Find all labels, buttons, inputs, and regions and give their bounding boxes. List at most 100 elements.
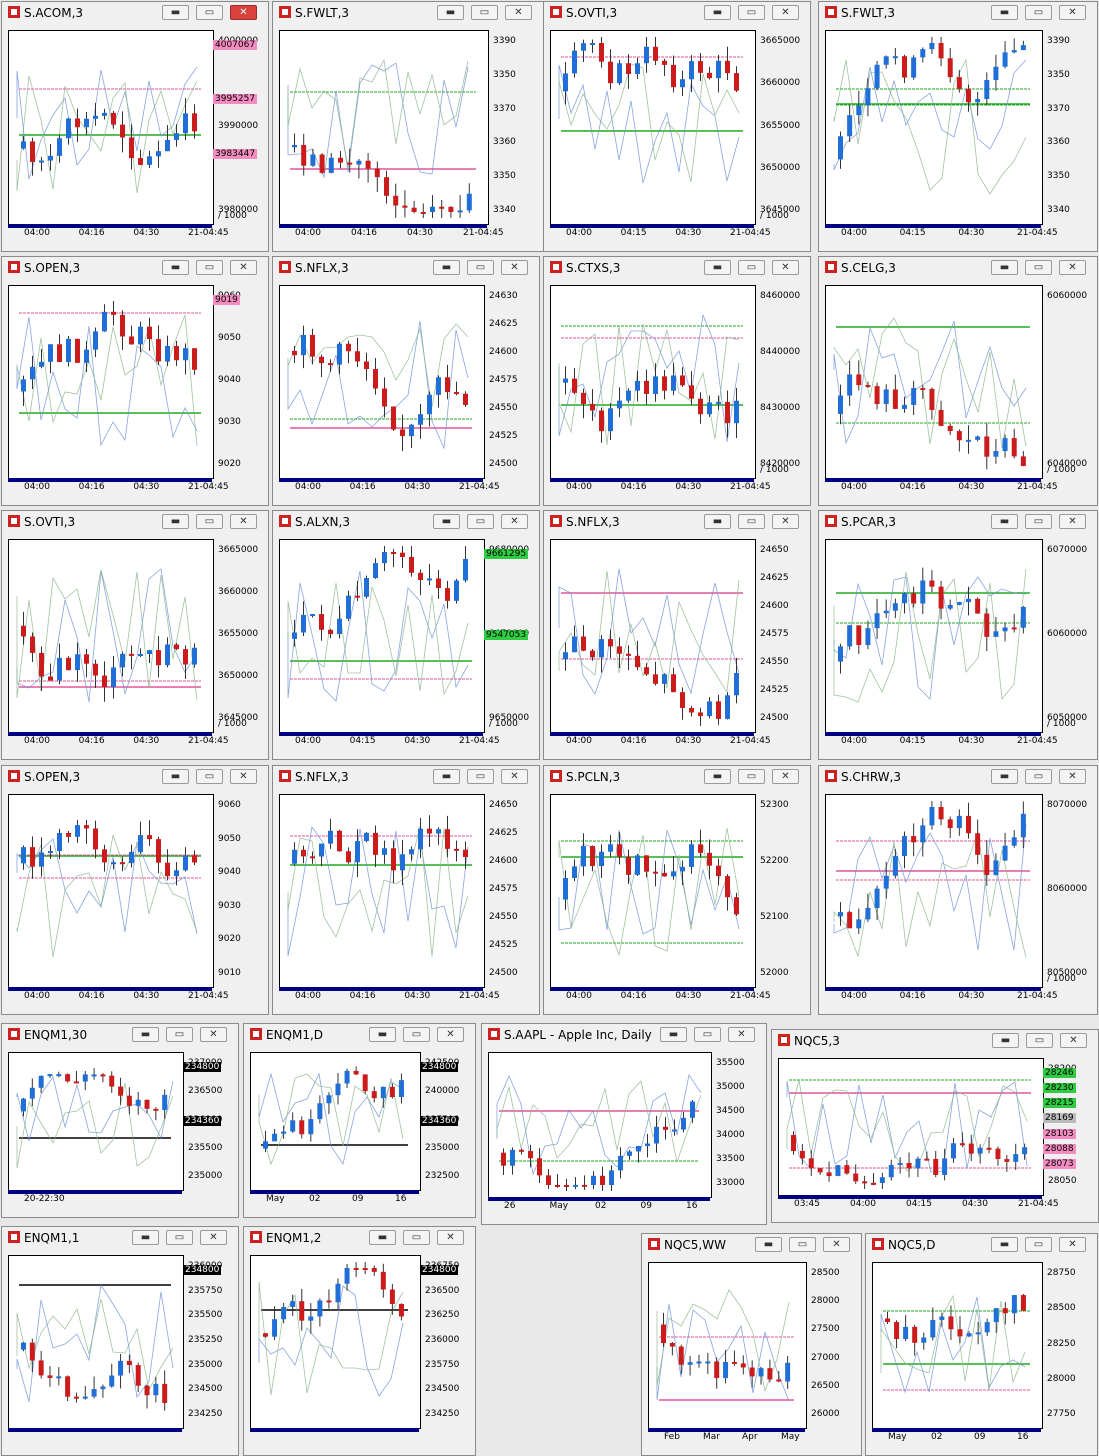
close-button[interactable]: ✕ (230, 5, 257, 20)
title-bar[interactable]: NQC5,3 ▬ ▭ ✕ (772, 1030, 1098, 1052)
maximize-button[interactable]: ▭ (694, 1027, 721, 1042)
chart-window[interactable]: S.FWLT,3 ▬ ▭ ✕ 3390 3350 3370 3360 3350 3340 04:00… (272, 1, 544, 252)
maximize-button[interactable]: ▭ (196, 514, 223, 529)
chart-plot-area[interactable] (8, 1052, 184, 1191)
chart-plot-area[interactable] (279, 285, 485, 479)
close-button[interactable]: ✕ (1059, 514, 1086, 529)
chart-plot-area[interactable] (250, 1255, 421, 1429)
chart-plot-area[interactable] (8, 794, 214, 988)
chart-plot-area[interactable] (8, 539, 214, 733)
close-button[interactable]: ✕ (501, 769, 528, 784)
maximize-button[interactable]: ▭ (196, 769, 223, 784)
chart-window[interactable]: NQC5,WW ▬ ▭ ✕ 28500 28000 27500 27000 26500 26000… (641, 1233, 862, 1456)
minimize-button[interactable]: ▬ (132, 1027, 159, 1042)
minimize-button[interactable]: ▬ (162, 5, 189, 20)
minimize-button[interactable]: ▬ (704, 769, 731, 784)
maximize-button[interactable]: ▭ (738, 769, 765, 784)
minimize-button[interactable]: ▬ (660, 1027, 687, 1042)
title-bar[interactable]: ENQM1,30 ▬ ▭ ✕ (2, 1024, 238, 1046)
minimize-button[interactable]: ▬ (991, 260, 1018, 275)
chart-plot-area[interactable] (8, 285, 214, 479)
maximize-button[interactable]: ▭ (471, 5, 498, 20)
title-bar[interactable]: ENQM1,1 ▬ ▭ ✕ (2, 1227, 238, 1249)
title-bar[interactable]: S.PCAR,3 ▬ ▭ ✕ (819, 511, 1097, 533)
chart-plot-area[interactable] (250, 1052, 421, 1191)
close-button[interactable]: ✕ (437, 1230, 464, 1245)
title-bar[interactable]: S.CELG,3 ▬ ▭ ✕ (819, 257, 1097, 279)
maximize-button[interactable]: ▭ (196, 5, 223, 20)
minimize-button[interactable]: ▬ (437, 5, 464, 20)
chart-window[interactable]: ENQM1,D▬▭✕242500240000237500235000232500… (243, 1023, 476, 1218)
title-bar[interactable]: NQC5,D ▬ ▭ ✕ (866, 1234, 1097, 1256)
chart-plot-area[interactable] (279, 794, 485, 988)
chart-window[interactable]: S.ALXN,3▬▭✕96800009670000965000096612959… (272, 510, 540, 760)
close-button[interactable]: ✕ (1060, 1033, 1087, 1048)
chart-window[interactable]: S.ACOM,3▬▭✕40000003990000398000040070673… (1, 1, 269, 252)
title-bar[interactable]: S.NFLX,3 ▬ ▭ ✕ (544, 511, 810, 533)
chart-plot-area[interactable] (825, 539, 1043, 733)
chart-plot-area[interactable] (550, 539, 756, 733)
chart-window[interactable]: S.NFLX,3 ▬ ▭ ✕ 24650 24625 24600 24575 24550 2452… (543, 510, 811, 760)
maximize-button[interactable]: ▭ (166, 1027, 193, 1042)
title-bar[interactable]: S.FWLT,3 ▬ ▭ ✕ (273, 2, 543, 24)
minimize-button[interactable]: ▬ (433, 514, 460, 529)
close-button[interactable]: ✕ (1059, 1237, 1086, 1252)
chart-plot-area[interactable] (279, 539, 485, 733)
chart-window[interactable]: S.CHRW,3 ▬ ▭ ✕ 8070000 8060000 8050000/ 1000 04… (818, 765, 1098, 1015)
maximize-button[interactable]: ▭ (467, 260, 494, 275)
title-bar[interactable]: S.ACOM,3 ▬ ▭ ✕ (2, 2, 268, 24)
chart-plot-area[interactable] (825, 285, 1043, 479)
title-bar[interactable]: S.CHRW,3 ▬ ▭ ✕ (819, 766, 1097, 788)
maximize-button[interactable]: ▭ (403, 1230, 430, 1245)
close-button[interactable]: ✕ (728, 1027, 755, 1042)
minimize-button[interactable]: ▬ (704, 5, 731, 20)
maximize-button[interactable]: ▭ (738, 260, 765, 275)
title-bar[interactable]: S.OPEN,3 ▬ ▭ ✕ (2, 257, 268, 279)
close-button[interactable]: ✕ (230, 260, 257, 275)
chart-window[interactable]: S.PCAR,3 ▬ ▭ ✕ 6070000 6060000 6050000/ 1000 04… (818, 510, 1098, 760)
chart-window[interactable]: NQC5,3▬▭✕2820028050282462823028215281692… (771, 1029, 1099, 1223)
chart-plot-area[interactable] (550, 794, 756, 988)
close-button[interactable]: ✕ (200, 1230, 227, 1245)
chart-plot-area[interactable] (488, 1052, 712, 1198)
close-button[interactable]: ✕ (200, 1027, 227, 1042)
chart-plot-area[interactable] (8, 1255, 184, 1429)
minimize-button[interactable]: ▬ (991, 769, 1018, 784)
close-button[interactable]: ✕ (230, 514, 257, 529)
minimize-button[interactable]: ▬ (704, 514, 731, 529)
chart-window[interactable]: S.OPEN,3▬▭✕90609050904090309020901904:00… (1, 256, 269, 506)
maximize-button[interactable]: ▭ (403, 1027, 430, 1042)
close-button[interactable]: ✕ (437, 1027, 464, 1042)
minimize-button[interactable]: ▬ (433, 260, 460, 275)
minimize-button[interactable]: ▬ (704, 260, 731, 275)
maximize-button[interactable]: ▭ (738, 514, 765, 529)
minimize-button[interactable]: ▬ (992, 1033, 1019, 1048)
chart-plot-area[interactable] (825, 30, 1043, 225)
close-button[interactable]: ✕ (505, 5, 532, 20)
maximize-button[interactable]: ▭ (196, 260, 223, 275)
close-button[interactable]: ✕ (772, 260, 799, 275)
close-button[interactable]: ✕ (230, 769, 257, 784)
chart-plot-area[interactable] (550, 285, 756, 479)
maximize-button[interactable]: ▭ (1025, 5, 1052, 20)
title-bar[interactable]: S.OPEN,3 ▬ ▭ ✕ (2, 766, 268, 788)
chart-plot-area[interactable] (279, 30, 489, 225)
chart-window[interactable]: ENQM1,1▬▭✕236000235750235500235250235000… (1, 1226, 239, 1456)
maximize-button[interactable]: ▭ (738, 5, 765, 20)
chart-window[interactable]: S.CTXS,3 ▬ ▭ ✕ 8460000 8440000 8430000 8420000/… (543, 256, 811, 506)
chart-window[interactable]: S.FWLT,3 ▬ ▭ ✕ 3390 3350 3370 3360 3350 3340 04:00… (818, 1, 1098, 252)
maximize-button[interactable]: ▭ (467, 514, 494, 529)
maximize-button[interactable]: ▭ (1026, 1033, 1053, 1048)
chart-window[interactable]: ENQM1,2▬▭✕236750236500236250236000235750… (243, 1226, 476, 1456)
chart-plot-area[interactable] (825, 794, 1043, 988)
close-button[interactable]: ✕ (772, 769, 799, 784)
close-button[interactable]: ✕ (772, 514, 799, 529)
minimize-button[interactable]: ▬ (162, 514, 189, 529)
chart-plot-area[interactable] (648, 1262, 807, 1429)
close-button[interactable]: ✕ (823, 1237, 850, 1252)
minimize-button[interactable]: ▬ (991, 514, 1018, 529)
chart-window[interactable]: NQC5,D ▬ ▭ ✕ 28750 28500 28250 28000 27750 May 02 0… (865, 1233, 1098, 1456)
minimize-button[interactable]: ▬ (369, 1230, 396, 1245)
close-button[interactable]: ✕ (1059, 769, 1086, 784)
chart-window[interactable]: S.OVTI,3 ▬ ▭ ✕ 3665000 3660000 3655000 3650000 3… (543, 1, 811, 252)
